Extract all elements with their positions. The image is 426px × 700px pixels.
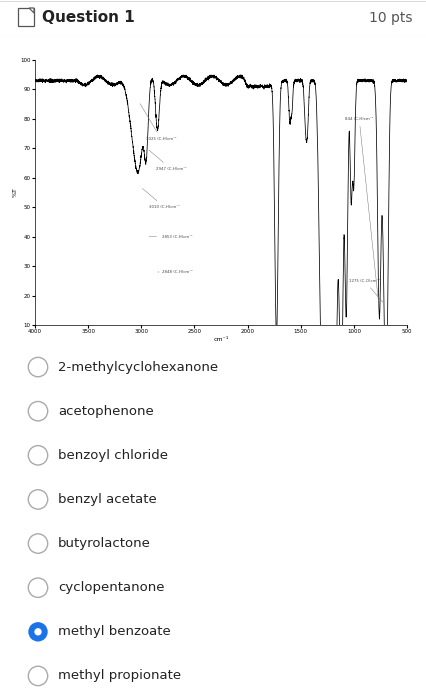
Text: benzoyl chloride: benzoyl chloride — [58, 449, 167, 462]
Text: 1275 (C-O)cm⁻¹: 1275 (C-O)cm⁻¹ — [348, 279, 382, 302]
Text: 844 (C-H)cm⁻¹: 844 (C-H)cm⁻¹ — [344, 117, 378, 307]
Polygon shape — [29, 8, 34, 13]
Circle shape — [28, 622, 48, 641]
Circle shape — [28, 578, 48, 597]
Text: 3010 (C-H)cm⁻¹: 3010 (C-H)cm⁻¹ — [142, 188, 180, 209]
Text: 1730 (C=O)cm⁻¹: 1730 (C=O)cm⁻¹ — [0, 699, 1, 700]
Circle shape — [28, 534, 48, 553]
Text: 10 pts: 10 pts — [368, 11, 412, 25]
Text: 1444 (C-O)cm⁻¹: 1444 (C-O)cm⁻¹ — [0, 699, 1, 700]
Circle shape — [28, 666, 48, 685]
Y-axis label: %T: %T — [12, 188, 17, 197]
Text: methyl propionate: methyl propionate — [58, 669, 181, 682]
Circle shape — [28, 402, 48, 421]
Circle shape — [28, 490, 48, 509]
Text: 3025 (C-H)cm⁻¹: 3025 (C-H)cm⁻¹ — [140, 104, 176, 141]
Text: cyclopentanone: cyclopentanone — [58, 581, 164, 594]
Text: acetophenone: acetophenone — [58, 405, 153, 418]
Circle shape — [34, 628, 42, 636]
Text: 2848 (C-H)cm⁻¹: 2848 (C-H)cm⁻¹ — [157, 270, 193, 274]
X-axis label: cm⁻¹: cm⁻¹ — [213, 337, 228, 342]
Text: 2-methylcyclohexanone: 2-methylcyclohexanone — [58, 360, 218, 374]
Text: benzyl acetate: benzyl acetate — [58, 493, 156, 506]
Circle shape — [28, 358, 48, 377]
Text: Question 1: Question 1 — [42, 10, 135, 25]
Text: butyrolactone: butyrolactone — [58, 537, 150, 550]
Text: 2853 (C-H)cm⁻¹: 2853 (C-H)cm⁻¹ — [149, 234, 192, 239]
Circle shape — [28, 446, 48, 465]
Text: methyl benzoate: methyl benzoate — [58, 625, 170, 638]
FancyBboxPatch shape — [18, 8, 34, 26]
Text: 2947 (C-H)cm⁻¹: 2947 (C-H)cm⁻¹ — [149, 150, 186, 171]
Text: 1171 (C-O)cm⁻¹: 1171 (C-O)cm⁻¹ — [0, 699, 1, 700]
